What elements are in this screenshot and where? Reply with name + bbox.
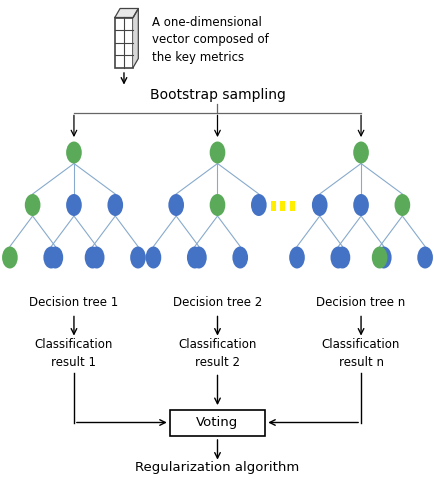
Ellipse shape	[47, 246, 63, 268]
Ellipse shape	[130, 246, 145, 268]
Ellipse shape	[289, 246, 304, 268]
Polygon shape	[133, 8, 138, 68]
FancyBboxPatch shape	[169, 410, 265, 436]
Ellipse shape	[145, 246, 161, 268]
Text: Voting: Voting	[196, 416, 238, 429]
Ellipse shape	[89, 246, 104, 268]
Text: Decision tree n: Decision tree n	[316, 296, 405, 309]
Ellipse shape	[168, 194, 184, 216]
Ellipse shape	[394, 194, 409, 216]
FancyBboxPatch shape	[115, 18, 133, 68]
Bar	[289, 201, 294, 211]
Ellipse shape	[209, 194, 225, 216]
Ellipse shape	[352, 142, 368, 164]
Ellipse shape	[371, 246, 387, 268]
Ellipse shape	[330, 246, 345, 268]
Ellipse shape	[85, 246, 100, 268]
Text: Regularization algorithm: Regularization algorithm	[135, 461, 299, 474]
Text: Decision tree 2: Decision tree 2	[172, 296, 262, 309]
Text: Classification
result 2: Classification result 2	[178, 338, 256, 368]
Ellipse shape	[352, 194, 368, 216]
Text: Decision tree 1: Decision tree 1	[29, 296, 118, 309]
Ellipse shape	[191, 246, 206, 268]
Ellipse shape	[66, 194, 82, 216]
Ellipse shape	[2, 246, 18, 268]
Polygon shape	[115, 8, 138, 18]
Ellipse shape	[187, 246, 202, 268]
Ellipse shape	[107, 194, 123, 216]
Ellipse shape	[43, 246, 59, 268]
Ellipse shape	[375, 246, 391, 268]
Ellipse shape	[334, 246, 349, 268]
Ellipse shape	[66, 142, 82, 164]
Ellipse shape	[311, 194, 327, 216]
Ellipse shape	[250, 194, 266, 216]
Bar	[279, 201, 285, 211]
Ellipse shape	[25, 194, 40, 216]
Text: Classification
result n: Classification result n	[321, 338, 399, 368]
Text: Bootstrap sampling: Bootstrap sampling	[149, 88, 285, 102]
Text: Classification
result 1: Classification result 1	[35, 338, 113, 368]
Text: A one-dimensional
vector composed of
the key metrics: A one-dimensional vector composed of the…	[152, 16, 268, 64]
Bar	[270, 201, 275, 211]
Ellipse shape	[232, 246, 247, 268]
Ellipse shape	[416, 246, 432, 268]
Ellipse shape	[209, 142, 225, 164]
